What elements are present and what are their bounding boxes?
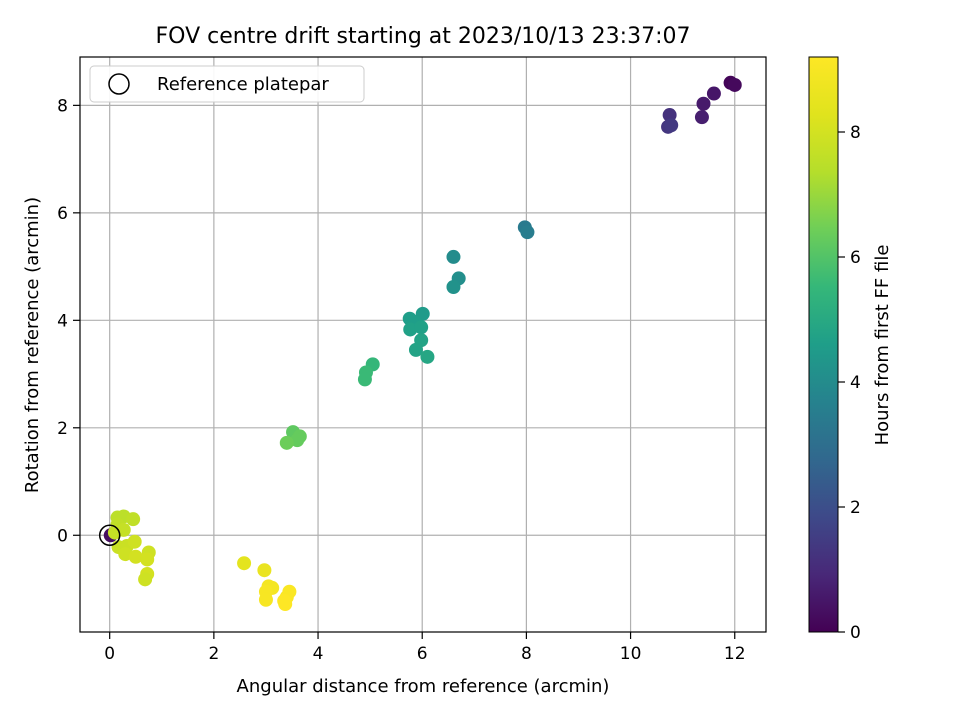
legend: Reference platepar	[89, 65, 365, 103]
data-point	[664, 118, 679, 133]
x-tick-label: 12	[724, 644, 746, 664]
x-axis-ticks: 0 2 4 6 8 10 12	[104, 632, 746, 664]
data-point	[140, 552, 155, 567]
data-point	[696, 96, 711, 111]
x-tick-label: 0	[104, 644, 115, 664]
x-tick-label: 2	[208, 644, 219, 664]
colorbar	[808, 56, 839, 633]
data-point	[357, 372, 372, 387]
data-point	[727, 77, 742, 92]
reference-marker-layer	[98, 524, 121, 547]
data-point	[420, 349, 435, 364]
data-point	[237, 556, 252, 571]
legend-box	[89, 65, 365, 103]
reference-platepar-marker	[98, 524, 121, 547]
y-tick-label: 2	[57, 419, 68, 439]
x-tick-label: 6	[417, 644, 428, 664]
data-point	[258, 592, 273, 607]
data-point	[277, 593, 292, 608]
data-point	[694, 110, 709, 125]
data-point	[414, 320, 429, 335]
y-tick-label: 4	[57, 311, 68, 331]
colorbar-tick-label: 6	[850, 248, 861, 268]
data-point	[138, 572, 153, 587]
data-point	[520, 225, 535, 240]
data-point	[126, 512, 141, 527]
legend-entry-reference: Reference platepar	[157, 74, 329, 95]
colorbar-tick-label: 4	[850, 373, 861, 393]
x-tick-label: 10	[620, 644, 642, 664]
data-point	[446, 280, 461, 294]
y-axis-label: Rotation from reference (arcmin)	[22, 197, 43, 493]
colorbar-tick-label: 0	[850, 623, 861, 643]
chart-title: FOV centre drift starting at 2023/10/13 …	[156, 24, 691, 49]
data-point	[706, 86, 721, 101]
data-point	[127, 534, 142, 549]
x-tick-label: 4	[313, 644, 324, 664]
colorbar-ticks: 0 2 4 6 8	[838, 123, 861, 643]
y-tick-label: 0	[57, 526, 68, 546]
data-points	[103, 75, 742, 612]
x-tick-label: 8	[521, 644, 532, 664]
data-point	[257, 563, 272, 578]
data-point	[128, 549, 143, 564]
plot-frame	[79, 56, 767, 633]
y-axis-ticks: 0 2 4 6 8	[57, 96, 80, 546]
x-axis-label: Angular distance from reference (arcmin)	[237, 676, 610, 697]
data-point	[408, 342, 423, 357]
data-point	[446, 249, 461, 264]
colorbar-tick-label: 8	[850, 123, 861, 143]
colorbar-tick-label: 2	[850, 498, 861, 518]
y-tick-label: 6	[57, 204, 68, 224]
colorbar-label: Hours from first FF file	[872, 245, 893, 446]
data-point	[279, 435, 294, 450]
legend-marker-icon	[108, 73, 130, 95]
data-point	[403, 322, 418, 337]
y-tick-label: 8	[57, 96, 68, 116]
